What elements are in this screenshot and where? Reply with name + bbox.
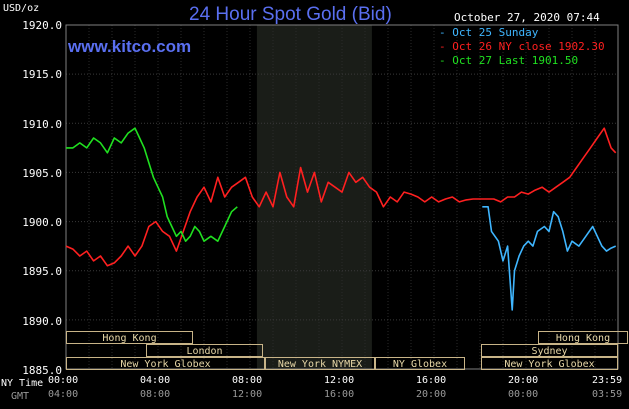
- x-tick-gmt: 20:00: [416, 389, 447, 400]
- x-tick-gmt: 04:00: [48, 389, 79, 400]
- x-tick-ny: 12:00: [324, 375, 355, 386]
- ny-time-label: NY Time: [1, 378, 44, 389]
- x-tick-gmt: 03:59: [592, 389, 623, 400]
- session-ny-globex: New York Globex: [481, 357, 618, 370]
- x-tick-gmt: 12:00: [232, 389, 263, 400]
- series-line-1: [65, 127, 617, 267]
- y-tick-label: 1895.0: [22, 265, 62, 278]
- session-hong-kong: Hong Kong: [66, 331, 193, 344]
- y-tick-label: 1915.0: [22, 68, 62, 81]
- site-link[interactable]: www.kitco.com: [68, 37, 192, 56]
- unit-label: USD/oz: [3, 3, 40, 14]
- session-ny-nymex: New York NYMEX: [265, 357, 375, 370]
- x-tick-gmt: 08:00: [140, 389, 171, 400]
- x-tick-ny: 20:00: [508, 375, 539, 386]
- x-tick-ny: 04:00: [140, 375, 171, 386]
- x-tick-ny: 08:00: [232, 375, 263, 386]
- session-london: London: [146, 344, 263, 357]
- chart-title: 24 Hour Spot Gold (Bid): [189, 4, 392, 25]
- session-sydney: Sydney: [481, 344, 618, 357]
- session-ny-globex: New York Globex: [66, 357, 265, 370]
- gmt-label: GMT: [11, 391, 30, 402]
- session-hong-kong: Hong Kong: [538, 331, 628, 344]
- legend-item-last: - Oct 27 Last 1901.50: [439, 54, 579, 67]
- y-tick-label: 1905.0: [22, 167, 62, 180]
- timestamp: October 27, 2020 07:44: [454, 11, 600, 24]
- x-tick-gmt: 00:00: [508, 389, 539, 400]
- x-tick-ny: 23:59: [592, 375, 623, 386]
- legend-label: Oct 26 NY close 1902.30: [452, 40, 605, 53]
- x-tick-gmt: 16:00: [324, 389, 355, 400]
- legend-label: Oct 25 Sunday: [452, 26, 539, 39]
- highlight-band: [256, 25, 372, 369]
- legend-label: Oct 27 Last 1901.50: [452, 54, 579, 67]
- x-tick-ny: 00:00: [48, 375, 79, 386]
- session-ny-globex: NY Globex: [375, 357, 465, 370]
- series-line-2: [66, 127, 238, 242]
- series-line-0: [482, 206, 617, 311]
- legend-item-ny-close: - Oct 26 NY close 1902.30: [439, 40, 605, 53]
- y-tick-label: 1910.0: [22, 118, 62, 131]
- y-tick-label: 1920.0: [22, 19, 62, 32]
- y-tick-label: 1900.0: [22, 216, 62, 229]
- legend-item-sunday: - Oct 25 Sunday: [439, 26, 539, 39]
- legend: - Oct 25 Sunday - Oct 26 NY close 1902.3…: [439, 26, 605, 68]
- y-tick-label: 1890.0: [22, 315, 62, 328]
- x-tick-ny: 16:00: [416, 375, 447, 386]
- y-tick-label: 1885.0: [22, 364, 62, 377]
